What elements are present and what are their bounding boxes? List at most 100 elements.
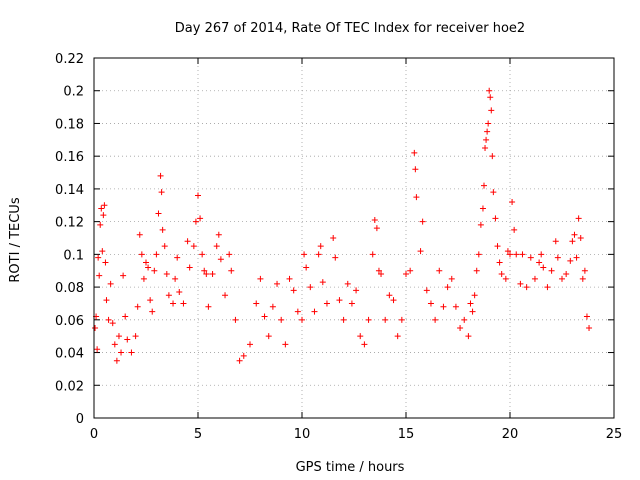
data-point <box>317 243 324 250</box>
x-tick-label: 0 <box>90 427 98 442</box>
data-point <box>274 280 281 287</box>
data-point <box>311 308 318 315</box>
plot-frame <box>93 57 615 419</box>
data-point <box>511 226 518 233</box>
data-point <box>282 341 289 348</box>
data-point <box>103 297 110 304</box>
data-point <box>101 202 108 209</box>
y-tick-label: 0.2 <box>63 85 84 100</box>
data-point <box>502 275 509 282</box>
data-point <box>100 212 107 219</box>
data-point <box>261 313 268 320</box>
data-point <box>452 303 459 310</box>
data-point <box>94 346 101 353</box>
data-point <box>386 292 393 299</box>
data-point <box>132 333 139 340</box>
data-point <box>581 267 588 274</box>
data-point <box>226 251 233 258</box>
data-point <box>479 205 486 212</box>
data-point <box>523 284 530 291</box>
data-point <box>111 341 118 348</box>
data-point <box>332 254 339 261</box>
data-point <box>330 235 337 241</box>
data-point <box>531 275 538 282</box>
data-point <box>340 316 347 323</box>
data-point <box>92 325 99 331</box>
data-point <box>378 271 385 277</box>
data-point <box>504 248 511 255</box>
data-point <box>486 87 493 94</box>
data-point <box>527 254 534 261</box>
data-point <box>209 271 216 277</box>
data-point <box>492 215 499 222</box>
data-point <box>344 280 351 287</box>
data-point <box>427 300 434 307</box>
data-point <box>353 287 360 294</box>
data-point <box>240 352 247 359</box>
x-axis-label: GPS time / hours <box>296 460 405 475</box>
data-point <box>149 308 156 315</box>
data-point <box>487 94 494 101</box>
data-point <box>573 254 580 261</box>
data-point <box>265 333 272 340</box>
data-point <box>440 303 447 310</box>
data-point <box>174 254 181 261</box>
data-point <box>394 333 401 340</box>
chart-title: Day 267 of 2014, Rate Of TEC Index for r… <box>175 21 525 36</box>
data-point <box>513 251 520 258</box>
data-point <box>122 313 129 320</box>
data-point <box>469 308 476 315</box>
data-point <box>485 120 492 127</box>
data-point <box>423 287 430 294</box>
data-point <box>155 210 162 217</box>
data-point <box>471 292 478 299</box>
data-point <box>286 275 293 282</box>
data-point <box>203 271 210 277</box>
data-point <box>548 267 555 274</box>
data-point <box>375 267 382 274</box>
data-point <box>109 320 116 327</box>
data-point <box>417 248 424 255</box>
data-point <box>128 349 135 356</box>
data-point <box>158 189 165 196</box>
y-tick-label: 0.12 <box>55 216 84 231</box>
data-point <box>213 243 220 250</box>
tick-labels: 0 5 10 15 20 25 0 0.02 0.04 0.06 0.08 0.1 0.12 0.14 0.… <box>55 52 622 442</box>
data-point <box>195 192 201 199</box>
data-point <box>153 251 160 258</box>
data-point <box>336 297 343 304</box>
data-point <box>509 199 516 205</box>
data-point <box>301 251 308 258</box>
data-point <box>577 235 584 241</box>
data-point <box>465 333 472 340</box>
data-point <box>107 280 114 287</box>
x-tick-label: 5 <box>194 427 202 442</box>
data-point <box>151 267 158 274</box>
data-point <box>496 259 503 266</box>
data-point <box>544 284 551 291</box>
data-point <box>477 221 484 228</box>
data-point <box>105 316 112 323</box>
data-point <box>236 357 243 364</box>
y-axis-label: ROTI / TECUs <box>8 197 23 282</box>
data-point <box>134 303 141 310</box>
data-point <box>303 264 310 271</box>
data-point <box>232 316 239 323</box>
x-tick-label: 10 <box>294 427 311 442</box>
data-point <box>519 251 526 258</box>
data-point <box>180 300 187 307</box>
data-point <box>494 243 501 250</box>
data-point <box>170 300 177 307</box>
data-point <box>222 292 229 299</box>
data-point <box>540 264 547 271</box>
data-point <box>138 251 145 258</box>
y-tick-label: 0.14 <box>55 183 84 198</box>
y-tick-label: 0 <box>76 412 84 427</box>
data-point <box>102 259 109 266</box>
grid-lines <box>94 58 614 418</box>
data-point <box>348 300 355 307</box>
y-tick-label: 0.18 <box>55 117 84 132</box>
data-point <box>257 275 264 282</box>
data-point <box>365 316 372 323</box>
x-tick-label: 20 <box>502 427 519 442</box>
